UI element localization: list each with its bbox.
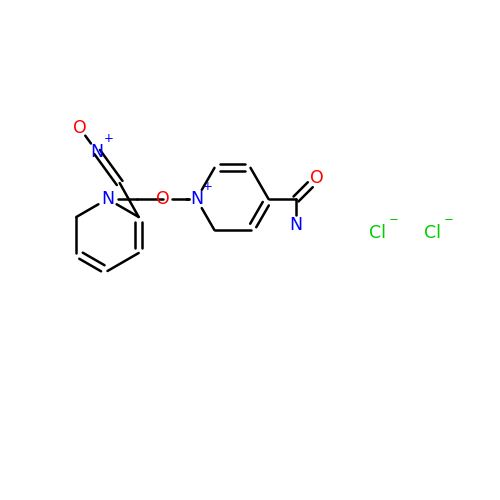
Text: N: N <box>290 216 302 234</box>
Text: O: O <box>156 190 170 208</box>
Text: +: + <box>104 132 114 145</box>
Text: N: N <box>190 190 203 208</box>
Text: −: − <box>444 214 454 226</box>
Text: N: N <box>90 143 104 161</box>
Text: −: − <box>389 214 399 226</box>
Text: O: O <box>73 119 86 137</box>
Text: N: N <box>101 190 114 208</box>
Text: O: O <box>310 169 324 187</box>
Text: Cl: Cl <box>424 224 441 242</box>
Text: +: + <box>203 180 213 192</box>
Text: Cl: Cl <box>369 224 386 242</box>
